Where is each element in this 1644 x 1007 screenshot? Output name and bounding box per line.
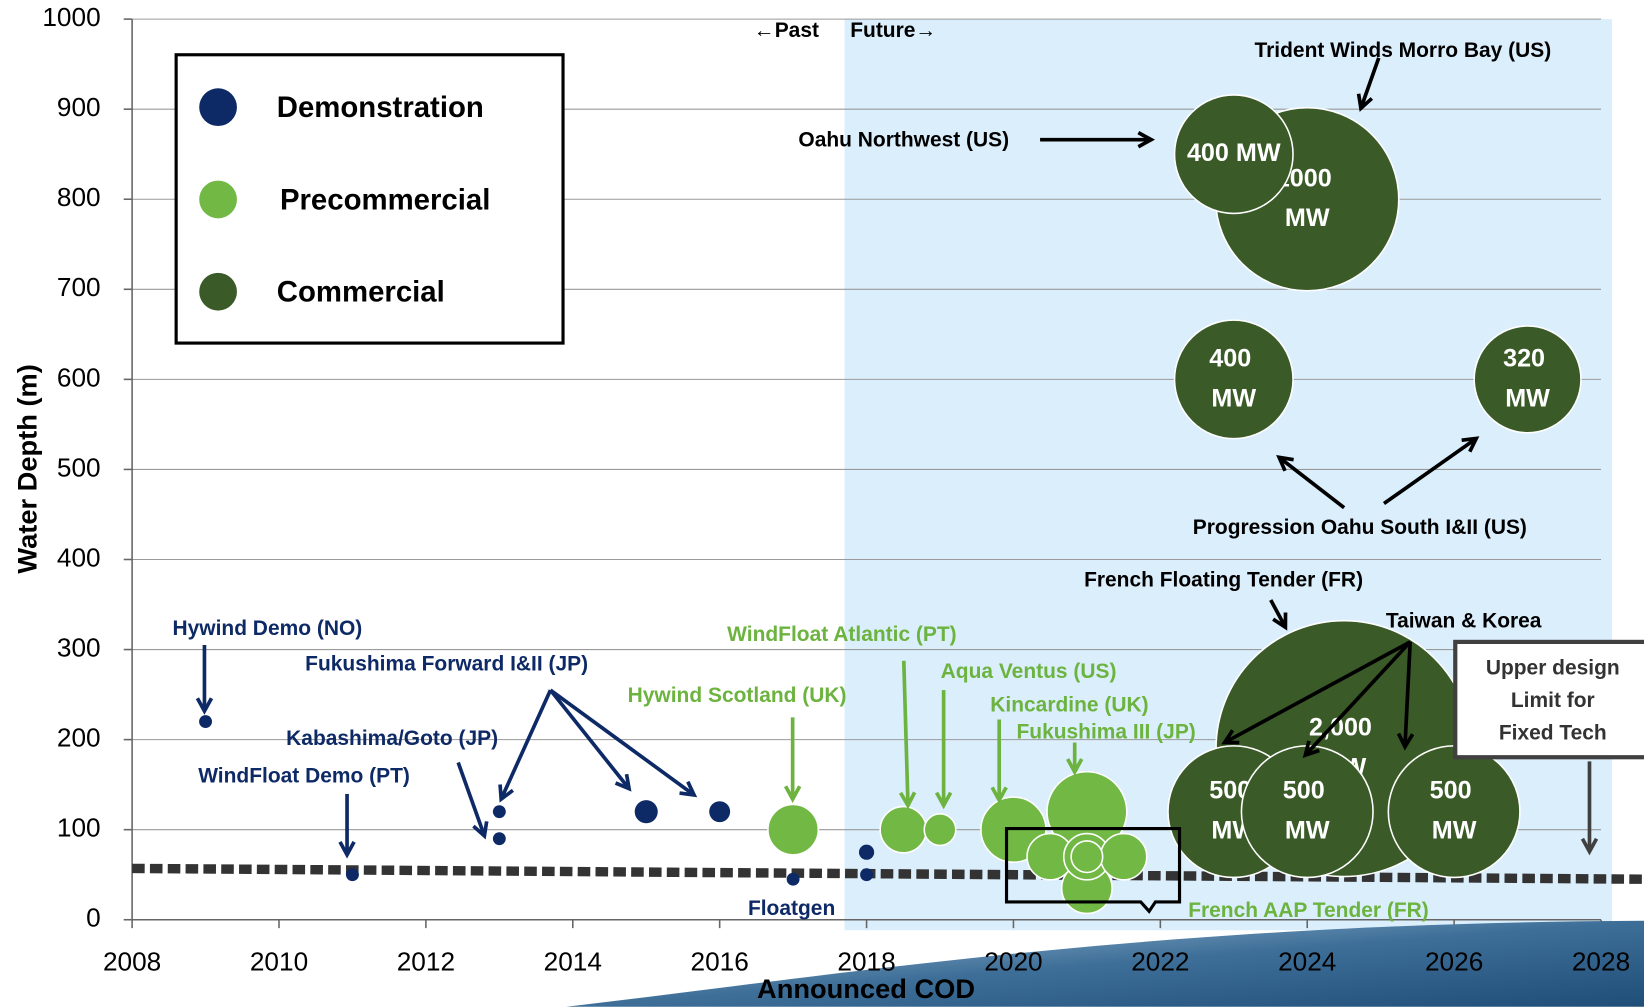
annotation: Taiwan & Korea bbox=[1386, 610, 1542, 633]
past-label: ←Past bbox=[754, 19, 819, 42]
y-tick-label: 1000 bbox=[42, 2, 100, 32]
legend-label: Demonstration bbox=[277, 91, 484, 124]
x-tick-label: 2010 bbox=[250, 947, 308, 977]
limit-label: Fixed Tech bbox=[1499, 722, 1607, 745]
legend-label: Commercial bbox=[277, 276, 445, 309]
bubble bbox=[635, 800, 658, 823]
y-tick-label: 900 bbox=[57, 92, 101, 122]
legend-marker bbox=[199, 88, 237, 126]
bubble bbox=[1241, 746, 1373, 878]
annotation: WindFloat Atlantic (PT) bbox=[727, 623, 957, 646]
y-axis-title: Water Depth (m) bbox=[12, 364, 43, 573]
bubble-label-line: 400 bbox=[1209, 344, 1258, 372]
annotation: Progression Oahu South I&II (US) bbox=[1193, 516, 1527, 539]
x-tick-label: 2016 bbox=[691, 947, 749, 977]
bubble bbox=[1071, 841, 1103, 873]
limit-label: Upper design bbox=[1486, 657, 1620, 680]
page: Water Depth (m) Announced COD ←Past Futu… bbox=[0, 0, 1644, 1007]
bubble-label-line: MW bbox=[1432, 816, 1477, 844]
x-tick-label: 2022 bbox=[1131, 947, 1189, 977]
y-tick-label: 700 bbox=[57, 272, 101, 302]
x-tick-label: 2024 bbox=[1278, 947, 1336, 977]
bubble-label-line: MW bbox=[1285, 204, 1330, 232]
y-tick-label: 500 bbox=[57, 452, 101, 482]
annotation: Hywind Demo (NO) bbox=[172, 617, 362, 640]
bubble bbox=[1100, 834, 1146, 880]
bubble-label-line: MW bbox=[1211, 384, 1256, 412]
bubble bbox=[859, 845, 874, 860]
bubble bbox=[787, 873, 800, 886]
annotation: Hywind Scotland (UK) bbox=[628, 684, 847, 707]
chart: Water Depth (m) Announced COD ←Past Futu… bbox=[0, 0, 1644, 1007]
limit-label: Limit for bbox=[1511, 689, 1595, 712]
bubble bbox=[493, 805, 506, 818]
annotation: French AAP Tender (FR) bbox=[1188, 899, 1429, 922]
x-tick-label: 2018 bbox=[837, 947, 895, 977]
arrow-shaft bbox=[458, 762, 484, 835]
legend-label: Precommercial bbox=[280, 183, 490, 216]
annotation: Fukushima Forward I&II (JP) bbox=[305, 652, 588, 675]
bubble-label-line: 320 bbox=[1503, 344, 1552, 372]
bubble-label-line: 500 bbox=[1430, 776, 1479, 804]
annotation: WindFloat Demo (PT) bbox=[198, 765, 410, 788]
y-tick-label: 0 bbox=[86, 903, 101, 933]
bubble bbox=[860, 868, 873, 881]
bubble bbox=[1388, 746, 1520, 878]
annotation: Aqua Ventus (US) bbox=[941, 660, 1117, 683]
x-tick-label: 2008 bbox=[103, 947, 161, 977]
x-axis-title: Announced COD bbox=[757, 973, 975, 1004]
bubble-label-line: MW bbox=[1505, 384, 1550, 412]
annotation: French Floating Tender (FR) bbox=[1084, 569, 1363, 592]
annotation: Trident Winds Morro Bay (US) bbox=[1255, 39, 1552, 62]
legend-marker bbox=[199, 181, 237, 219]
bubble bbox=[924, 814, 956, 846]
bubble bbox=[768, 804, 818, 854]
bubble bbox=[199, 715, 212, 728]
x-tick-label: 2020 bbox=[984, 947, 1042, 977]
x-tick-label: 2014 bbox=[544, 947, 602, 977]
x-tick-label: 2012 bbox=[397, 947, 455, 977]
bubble-label-line: MW bbox=[1285, 816, 1330, 844]
bubble-label-line: 500 bbox=[1283, 776, 1332, 804]
bubble bbox=[346, 868, 359, 881]
annotation: Floatgen bbox=[748, 897, 835, 920]
bubble bbox=[880, 807, 926, 853]
x-tick-label: 2028 bbox=[1572, 947, 1630, 977]
bubble bbox=[493, 832, 506, 845]
bubble-label-line: 2,000 bbox=[1309, 713, 1379, 741]
future-label: Future→ bbox=[850, 19, 936, 42]
y-tick-label: 300 bbox=[57, 632, 101, 662]
y-tick-label: 600 bbox=[57, 362, 101, 392]
bubble-label: 400 MW bbox=[1187, 139, 1281, 167]
y-tick-label: 200 bbox=[57, 723, 101, 753]
legend-marker bbox=[199, 273, 237, 311]
y-tick-label: 400 bbox=[57, 542, 101, 572]
bubble bbox=[709, 801, 730, 822]
bubble bbox=[1175, 320, 1293, 438]
x-tick-label: 2026 bbox=[1425, 947, 1483, 977]
bubble bbox=[1474, 326, 1581, 433]
arrow-shaft bbox=[501, 690, 550, 799]
annotation: Kincardine (UK) bbox=[990, 693, 1148, 716]
y-tick-label: 800 bbox=[57, 182, 101, 212]
y-tick-label: 100 bbox=[57, 813, 101, 843]
annotation: Fukushima III (JP) bbox=[1016, 721, 1195, 744]
annotation: Oahu Northwest (US) bbox=[798, 128, 1009, 151]
annotation: Kabashima/Goto (JP) bbox=[286, 727, 498, 750]
